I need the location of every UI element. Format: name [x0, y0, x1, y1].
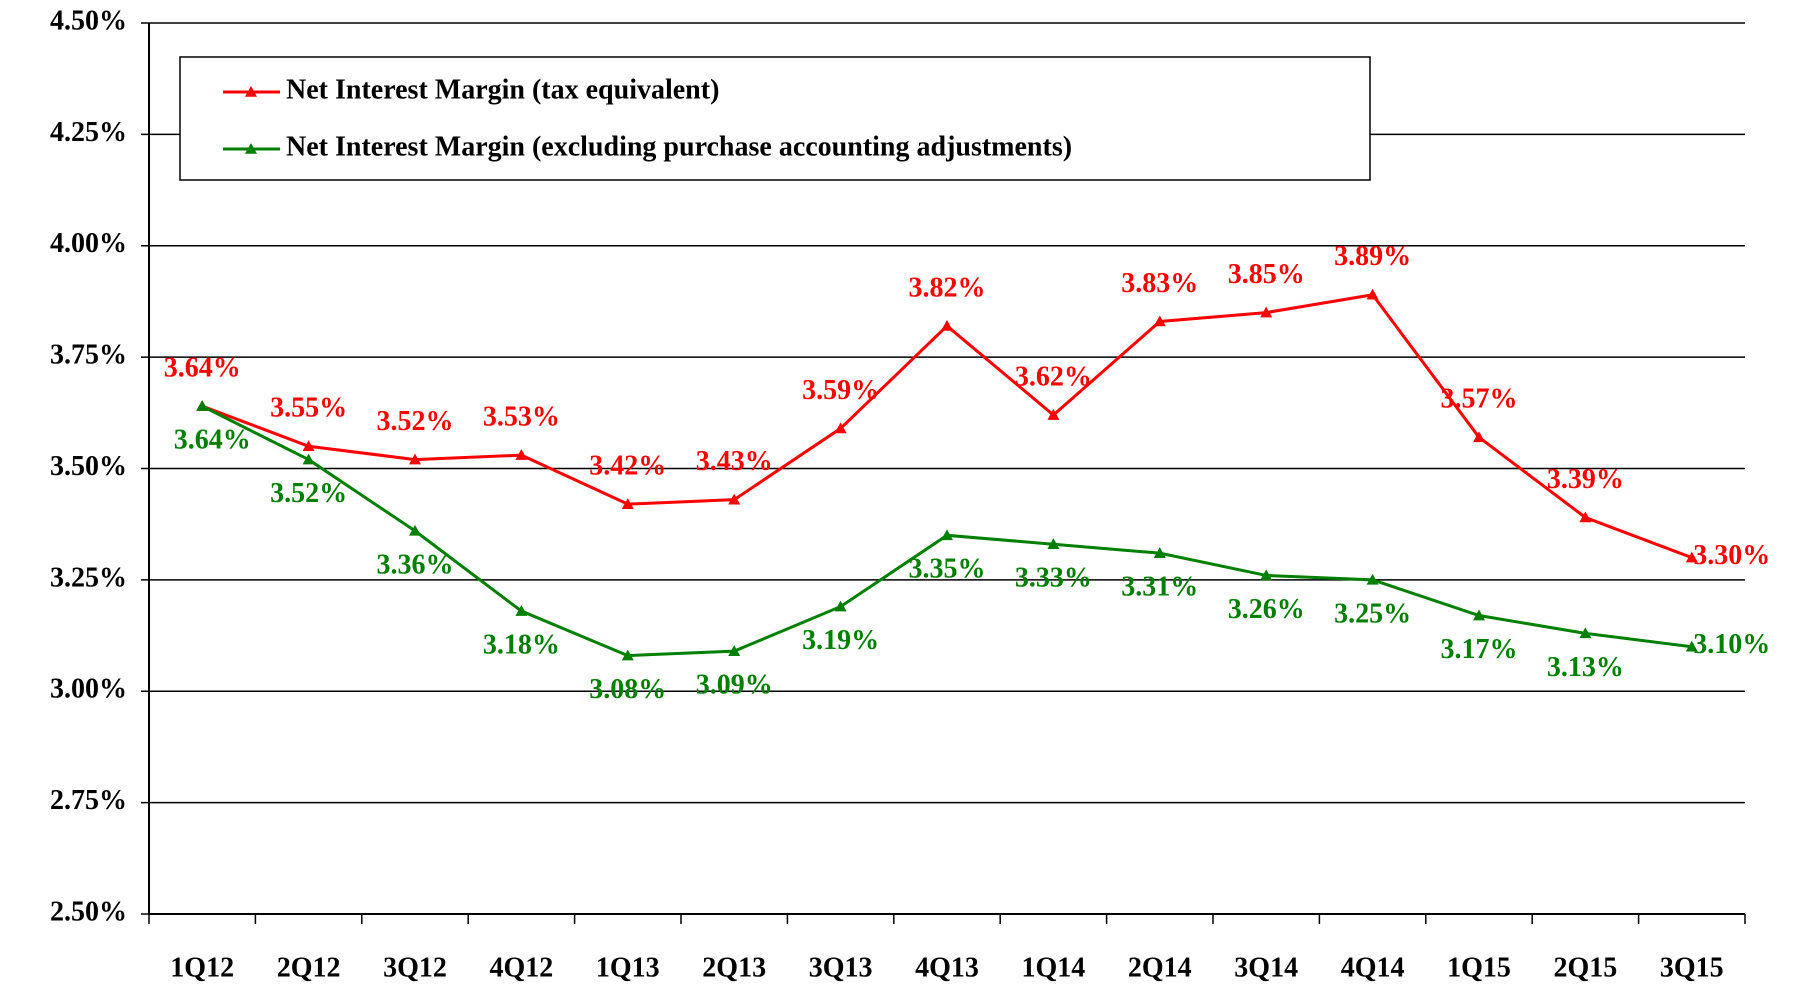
- x-tick-label: 3Q14: [1234, 952, 1298, 983]
- y-tick-label: 4.25%: [50, 117, 127, 148]
- marker: [196, 400, 209, 411]
- x-tick-label: 2Q14: [1128, 952, 1192, 983]
- data-label: 3.59%: [802, 375, 879, 406]
- data-label: 3.85%: [1228, 259, 1305, 290]
- y-tick-label: 3.50%: [50, 451, 127, 482]
- legend-box: [179, 56, 1371, 181]
- x-tick-label: 3Q13: [809, 952, 873, 983]
- data-label: 3.57%: [1441, 384, 1518, 415]
- data-label: 3.25%: [1334, 598, 1411, 629]
- marker: [1153, 315, 1166, 327]
- data-label: 3.18%: [483, 629, 560, 660]
- data-label: 3.89%: [1334, 241, 1411, 272]
- data-label: 3.30%: [1693, 540, 1770, 571]
- marker: [1260, 569, 1273, 581]
- x-tick-label: 3Q15: [1660, 952, 1724, 983]
- data-label: 3.42%: [589, 451, 666, 482]
- marker: [1366, 573, 1379, 585]
- data-label: 3.64%: [164, 353, 241, 384]
- marker: [1047, 538, 1060, 550]
- legend-marker: [245, 86, 257, 97]
- marker: [515, 605, 528, 616]
- y-tick-label: 4.00%: [50, 228, 127, 259]
- marker: [1473, 609, 1485, 621]
- y-tick-label: 3.00%: [50, 674, 127, 705]
- data-label: 3.08%: [589, 674, 666, 705]
- marker: [1579, 627, 1592, 639]
- marker: [728, 493, 741, 505]
- marker: [941, 319, 953, 331]
- x-tick-label: 2Q15: [1554, 952, 1618, 983]
- data-label: 3.53%: [483, 402, 560, 433]
- x-tick-label: 4Q14: [1341, 952, 1405, 983]
- data-label: 3.52%: [377, 406, 454, 437]
- data-label: 3.55%: [270, 393, 347, 424]
- data-label: 3.33%: [1015, 563, 1092, 594]
- x-tick-label: 1Q13: [596, 952, 660, 983]
- y-tick-label: 2.75%: [50, 785, 127, 816]
- y-tick-label: 3.75%: [50, 340, 127, 371]
- marker: [834, 422, 847, 434]
- legend-label: Net Interest Margin (tax equivalent): [286, 74, 719, 105]
- marker: [409, 524, 421, 536]
- data-label: 3.35%: [909, 554, 986, 585]
- data-label: 3.52%: [270, 478, 347, 509]
- x-tick-label: 3Q12: [383, 952, 447, 983]
- data-label: 3.62%: [1015, 361, 1092, 392]
- data-label: 3.13%: [1547, 652, 1624, 683]
- x-tick-label: 1Q12: [170, 952, 234, 983]
- marker: [409, 453, 421, 465]
- marker: [1579, 511, 1592, 523]
- legend-marker: [245, 143, 257, 154]
- marker: [302, 440, 315, 452]
- x-tick-label: 2Q12: [277, 952, 341, 983]
- data-label: 3.26%: [1228, 594, 1305, 625]
- x-tick-label: 1Q14: [1022, 952, 1086, 983]
- marker: [1473, 431, 1485, 443]
- marker: [1047, 409, 1060, 420]
- data-label: 3.36%: [377, 549, 454, 580]
- marker: [515, 449, 528, 460]
- x-tick-label: 4Q13: [915, 952, 979, 983]
- marker: [1685, 551, 1698, 563]
- marker: [728, 645, 741, 656]
- marker: [621, 649, 634, 661]
- y-tick-label: 2.50%: [50, 896, 127, 927]
- x-tick-label: 4Q12: [490, 952, 554, 983]
- y-tick-label: 4.50%: [50, 5, 127, 36]
- marker: [302, 453, 315, 465]
- marker: [621, 498, 634, 509]
- data-label: 3.83%: [1121, 268, 1198, 299]
- data-label: 3.17%: [1441, 634, 1518, 665]
- legend-label: Net Interest Margin (excluding purchase …: [286, 131, 1072, 162]
- data-label: 3.82%: [909, 272, 986, 303]
- data-label: 3.19%: [802, 625, 879, 656]
- marker: [1366, 288, 1379, 300]
- data-label: 3.64%: [174, 425, 251, 456]
- x-tick-label: 1Q15: [1447, 952, 1511, 983]
- data-label: 3.43%: [696, 446, 773, 477]
- data-label: 3.10%: [1693, 629, 1770, 660]
- marker: [1260, 306, 1273, 318]
- data-label: 3.39%: [1547, 464, 1624, 495]
- data-label: 3.31%: [1121, 572, 1198, 603]
- marker: [1153, 547, 1166, 558]
- x-tick-label: 2Q13: [702, 952, 766, 983]
- data-label: 3.09%: [696, 670, 773, 701]
- marker: [1685, 640, 1698, 652]
- marker: [941, 529, 953, 541]
- y-tick-label: 3.25%: [50, 562, 127, 593]
- marker: [834, 600, 847, 612]
